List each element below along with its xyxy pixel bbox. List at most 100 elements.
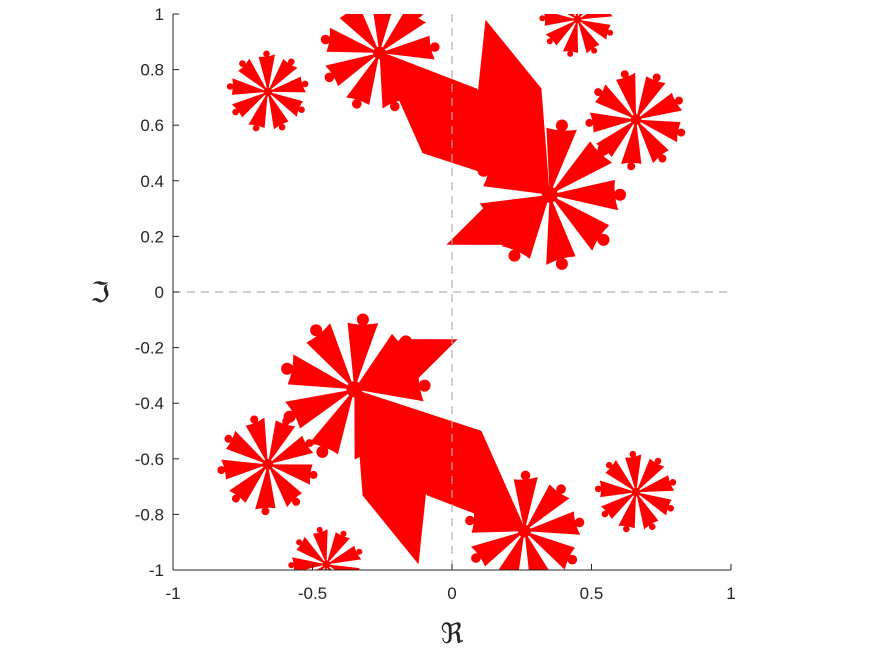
fractal-bud bbox=[316, 526, 323, 533]
fractal-ray bbox=[354, 371, 424, 402]
y-tick-label: 1 bbox=[155, 5, 164, 24]
fractal-bud bbox=[500, 578, 510, 588]
fractal-bud bbox=[420, 79, 431, 89]
x-ticks: -1 -0.5 0 0.5 1 bbox=[165, 564, 736, 603]
fractal-ray bbox=[255, 464, 276, 510]
fractal-bud bbox=[556, 484, 566, 494]
fractal-bud bbox=[305, 439, 314, 448]
fractal-bud bbox=[418, 379, 431, 392]
fractal-spiral-3 bbox=[465, 470, 585, 589]
fractal-ray bbox=[229, 464, 268, 503]
fractal-bud bbox=[292, 497, 301, 506]
fractal-bud bbox=[232, 108, 239, 116]
fractal-bud bbox=[629, 450, 637, 458]
fractal-ray bbox=[589, 112, 637, 133]
fractal-bud bbox=[574, 517, 585, 528]
fractal-hub bbox=[263, 87, 273, 97]
fractal-ray bbox=[267, 59, 298, 92]
fractal-bud bbox=[296, 539, 303, 546]
fractal-ray bbox=[498, 531, 525, 570]
fractal-bud bbox=[538, 579, 548, 589]
fractal-bud bbox=[471, 553, 481, 563]
fractal-spiral-1 bbox=[281, 313, 431, 464]
fractal-ray bbox=[326, 564, 360, 570]
fractal-bud bbox=[298, 106, 305, 113]
fractal-ray bbox=[339, 14, 380, 53]
fractal-ray bbox=[309, 389, 355, 455]
fractal-ray bbox=[524, 531, 549, 570]
fractal-ray bbox=[625, 454, 642, 493]
fractal-bud bbox=[352, 99, 362, 109]
fractal-ray bbox=[599, 480, 637, 498]
fractal-bud bbox=[278, 123, 286, 131]
fractal-ray bbox=[471, 531, 525, 567]
fractal-bud bbox=[594, 485, 602, 493]
fractal-ray bbox=[621, 119, 642, 164]
fractal-bud bbox=[309, 470, 318, 479]
fractal-ray bbox=[636, 492, 659, 530]
fractal-ray bbox=[221, 459, 268, 480]
fractal-bud bbox=[340, 530, 347, 537]
fractal-bud bbox=[608, 6, 614, 12]
fractal-ray bbox=[636, 119, 669, 164]
fractal-ray bbox=[379, 14, 426, 53]
fractal-bud bbox=[250, 415, 259, 424]
fractal-ray bbox=[636, 475, 675, 493]
fractal-bud bbox=[627, 162, 636, 171]
fractal-ray bbox=[312, 529, 328, 565]
fractal-bud bbox=[288, 562, 295, 569]
fractal-ray bbox=[549, 194, 610, 251]
fractal-ray bbox=[636, 76, 666, 120]
fractal-bud bbox=[231, 494, 240, 503]
fractal-bud bbox=[605, 461, 613, 469]
fractal-bud bbox=[597, 233, 610, 246]
fractal-ray bbox=[285, 389, 355, 429]
fractal-bud bbox=[601, 510, 609, 518]
fractal-ray bbox=[636, 119, 681, 143]
y-tick-label: 0.4 bbox=[140, 172, 164, 191]
fractal-ray bbox=[595, 84, 637, 120]
fractal-bud bbox=[520, 470, 531, 481]
y-tick-label: 0 bbox=[155, 283, 164, 302]
y-tick-label: 0.2 bbox=[140, 227, 164, 246]
fractal-ray bbox=[292, 557, 327, 570]
fractal-bud bbox=[677, 128, 686, 137]
fractal-bud bbox=[356, 313, 369, 326]
fractal-ray bbox=[354, 389, 416, 443]
fractal-bud bbox=[356, 548, 363, 555]
fractal-bud bbox=[539, 15, 546, 22]
x-tick-label: 0.5 bbox=[580, 584, 604, 603]
fractal-ray bbox=[326, 532, 350, 565]
fractal-ray bbox=[238, 58, 268, 92]
fractal-ray bbox=[258, 54, 275, 92]
fractal-ray bbox=[605, 459, 637, 493]
fractal-ray bbox=[354, 333, 416, 390]
fractal-ray bbox=[326, 27, 380, 53]
fractal-ray bbox=[379, 52, 405, 109]
fractal-bud bbox=[477, 164, 490, 177]
fractal-ray bbox=[524, 511, 581, 535]
fractal-bud bbox=[675, 96, 683, 105]
fractal-bud bbox=[667, 505, 674, 512]
fractal-ray bbox=[618, 492, 637, 529]
fractal-ray bbox=[513, 477, 538, 532]
fractal-ray bbox=[577, 19, 600, 54]
fractal-bud bbox=[404, 425, 417, 438]
fractal-ray bbox=[636, 492, 672, 516]
y-ticks: -1 -0.8 -0.6 -0.4 -0.2 0 0.2 0.4 0.6 0.8 1 bbox=[135, 5, 179, 580]
fractal-bud bbox=[594, 88, 603, 97]
fractal-spiral-4 bbox=[226, 50, 309, 132]
fractal-bud bbox=[555, 119, 568, 132]
fractal-hub bbox=[573, 15, 582, 24]
fractal-ray bbox=[471, 508, 525, 533]
fractal-spiral-0 bbox=[477, 119, 626, 270]
fractal-bud bbox=[484, 483, 495, 493]
fractal-bud bbox=[546, 38, 553, 45]
fractal-hub bbox=[373, 46, 386, 60]
fractal-ray bbox=[296, 536, 327, 565]
fractal-fill-region bbox=[217, 6, 686, 589]
fractal-ray bbox=[248, 91, 268, 128]
fractal-bud bbox=[585, 118, 594, 127]
fractal-ray bbox=[501, 194, 550, 259]
fractal-bud bbox=[224, 434, 233, 443]
